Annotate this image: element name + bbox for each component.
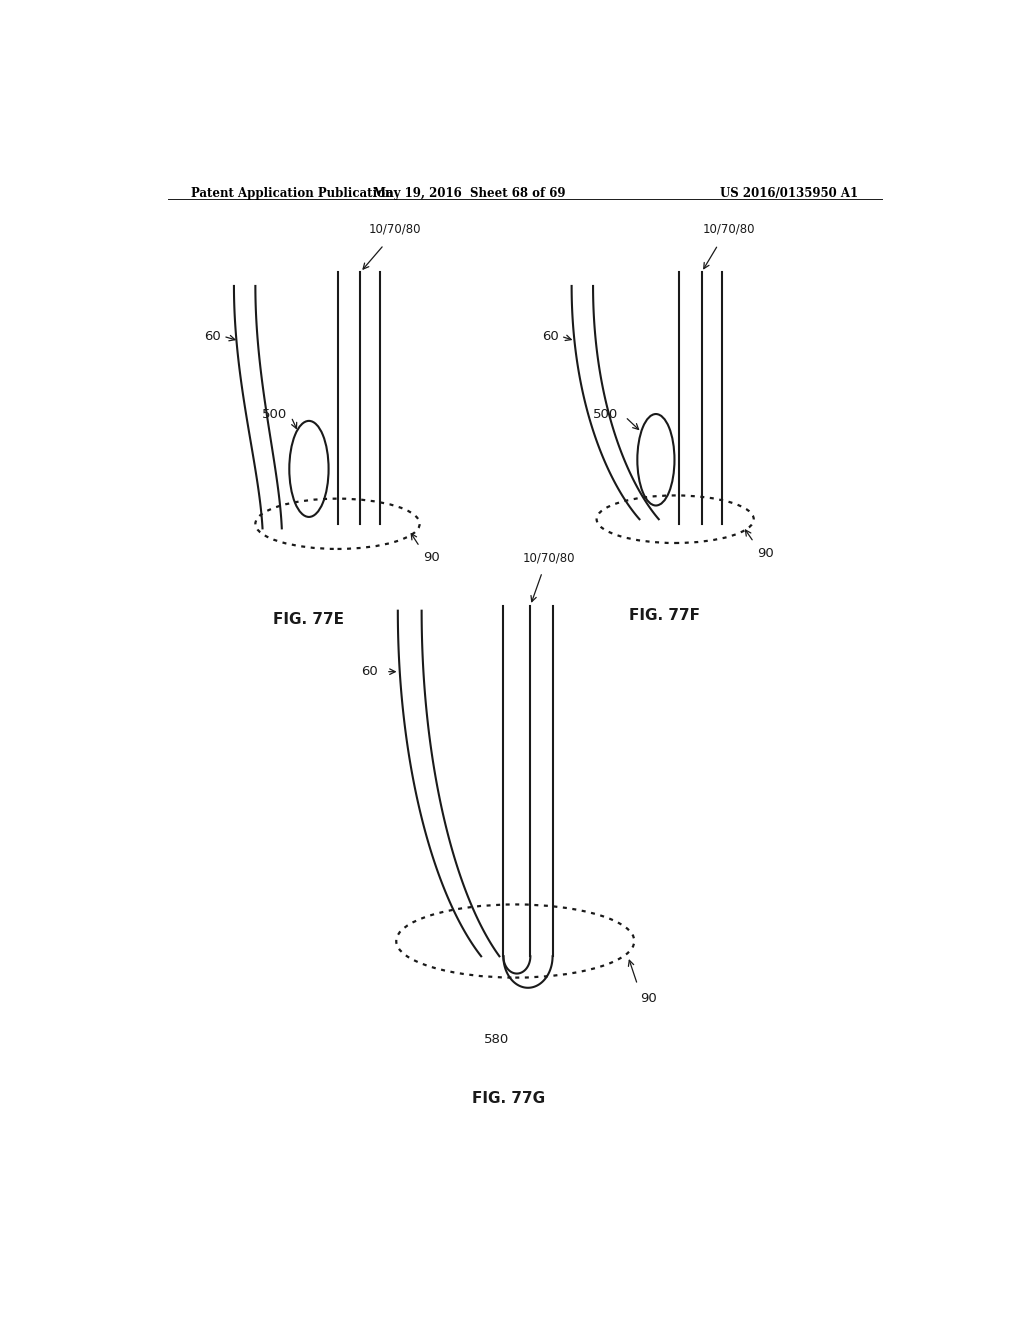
Text: 60: 60 — [204, 330, 221, 343]
Text: 90: 90 — [423, 552, 440, 564]
Text: 500: 500 — [593, 408, 618, 421]
Text: FIG. 77E: FIG. 77E — [273, 612, 344, 627]
Text: 500: 500 — [262, 408, 288, 421]
Text: US 2016/0135950 A1: US 2016/0135950 A1 — [720, 187, 858, 199]
Text: FIG. 77F: FIG. 77F — [629, 607, 700, 623]
Text: Patent Application Publication: Patent Application Publication — [191, 187, 394, 199]
Text: 60: 60 — [542, 330, 558, 343]
Text: 60: 60 — [361, 665, 378, 678]
Text: 580: 580 — [484, 1032, 510, 1045]
Text: 10/70/80: 10/70/80 — [522, 552, 574, 565]
Text: 90: 90 — [640, 991, 656, 1005]
Text: May 19, 2016  Sheet 68 of 69: May 19, 2016 Sheet 68 of 69 — [373, 187, 565, 199]
Text: 10/70/80: 10/70/80 — [702, 223, 755, 236]
Text: FIG. 77G: FIG. 77G — [472, 1092, 546, 1106]
Text: 90: 90 — [758, 546, 774, 560]
Text: 10/70/80: 10/70/80 — [369, 223, 421, 236]
